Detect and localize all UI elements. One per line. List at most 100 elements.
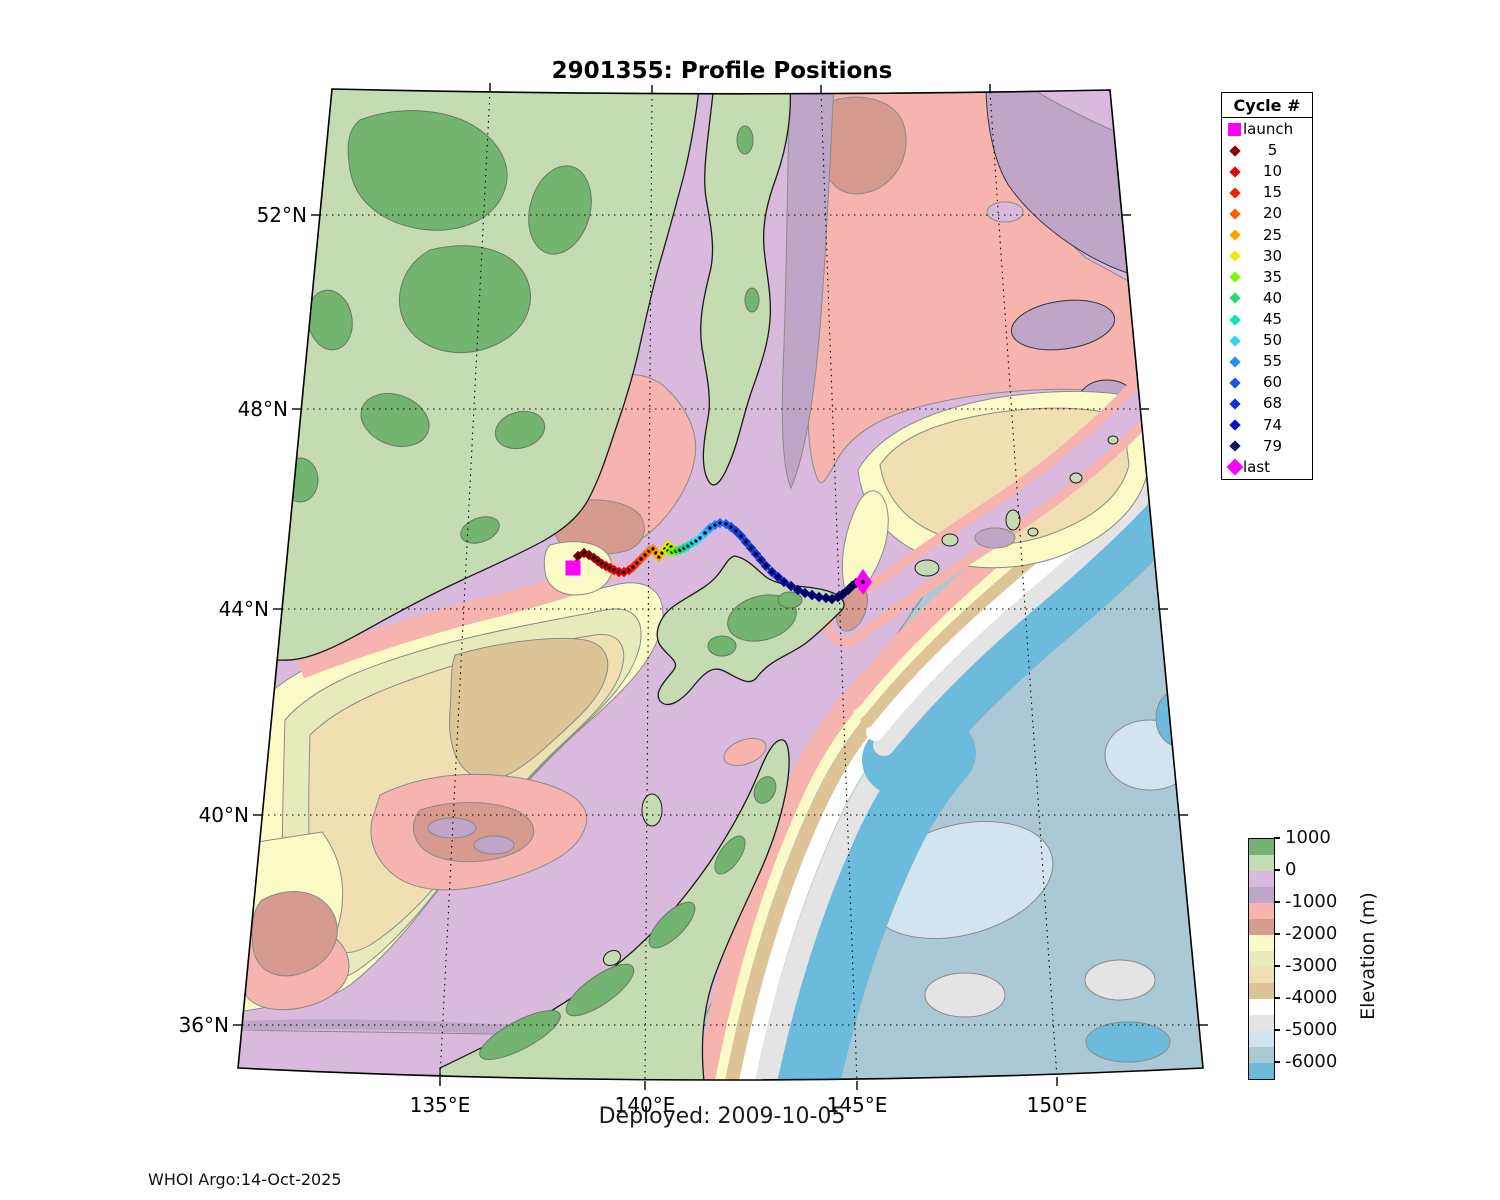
lat-label: 44°N xyxy=(219,597,269,621)
legend-item-label: 30 xyxy=(1262,246,1283,265)
legend-marker-icon xyxy=(1226,458,1243,476)
lat-label: 48°N xyxy=(238,397,288,421)
legend-item-15: 15 xyxy=(1226,183,1308,203)
profile-dot xyxy=(846,588,850,592)
yamato-rise xyxy=(370,773,588,891)
colorbar-band xyxy=(1249,1063,1274,1079)
map-frame xyxy=(237,88,1204,1081)
profile-dot xyxy=(754,552,758,556)
colorbar-band xyxy=(1249,855,1274,871)
profile-dot xyxy=(749,546,753,550)
colorbar-band xyxy=(1249,903,1274,919)
profile-dot xyxy=(724,522,728,526)
colorbar-tick xyxy=(1274,869,1280,871)
legend-header: Cycle # xyxy=(1222,93,1312,118)
legend-item-50: 50 xyxy=(1226,331,1308,351)
profile-dot xyxy=(850,584,854,588)
legend-item-label: last xyxy=(1243,457,1271,476)
legend-item-label: 25 xyxy=(1262,225,1283,244)
profile-dot xyxy=(718,521,722,525)
colorbar-tick-label: -1000 xyxy=(1285,891,1338,912)
colorbar-tick-label: 0 xyxy=(1285,859,1297,880)
legend-item-40: 40 xyxy=(1226,288,1308,308)
map-area xyxy=(238,89,1203,1080)
legend-item-last: last xyxy=(1226,457,1308,477)
legend-item-label: 20 xyxy=(1262,204,1283,223)
legend-item-55: 55 xyxy=(1226,352,1308,372)
legend-marker-icon xyxy=(1226,356,1243,368)
colorbar-band xyxy=(1249,839,1274,855)
elevation-colorbar xyxy=(1248,838,1275,1080)
legend-marker-icon xyxy=(1226,166,1243,178)
sakhalin-east-shelf xyxy=(781,89,835,490)
profile-dot xyxy=(643,553,647,557)
legend-item-60: 60 xyxy=(1226,373,1308,393)
lat-label: 36°N xyxy=(179,1013,229,1037)
land-sakhalin xyxy=(700,89,792,486)
land-honshu xyxy=(439,739,790,1080)
profile-dot xyxy=(861,580,865,584)
legend-marker-icon xyxy=(1226,208,1243,220)
legend-item-label: 79 xyxy=(1262,436,1283,455)
launch-marker xyxy=(565,560,581,576)
colorbar-band xyxy=(1249,1047,1274,1063)
profile-dot xyxy=(739,534,743,538)
legend-item-30: 30 xyxy=(1226,246,1308,266)
lon-label: 140°E xyxy=(615,1093,676,1117)
legend-item-label: 68 xyxy=(1262,394,1283,413)
land-russia xyxy=(238,89,701,669)
legend-marker-icon xyxy=(1226,144,1243,157)
legend-item-label: 50 xyxy=(1262,331,1283,350)
okhotsk-north-shelf xyxy=(985,89,1132,275)
colorbar-band xyxy=(1249,1031,1274,1047)
pacific-gray-patch xyxy=(1084,959,1156,1001)
lat-label: 52°N xyxy=(257,203,307,227)
legend-item-25: 25 xyxy=(1226,225,1308,245)
legend-item-label: 60 xyxy=(1262,373,1283,392)
profile-dot xyxy=(796,588,800,592)
legend-marker-icon xyxy=(1226,250,1243,262)
profile-dot xyxy=(817,595,821,599)
deep-hole-patch xyxy=(1155,689,1201,747)
float-track xyxy=(565,517,872,605)
profile-dot xyxy=(654,551,658,555)
colorbar-band xyxy=(1249,983,1274,999)
colorbar-axis-label: Elevation (m) xyxy=(1357,892,1379,1020)
legend-item-label: 10 xyxy=(1262,162,1283,181)
profile-dot xyxy=(770,570,774,574)
legend-marker-icon xyxy=(1226,419,1243,431)
profile-dot xyxy=(657,555,661,559)
lon-label: 145°E xyxy=(827,1093,888,1117)
colorbar-tick-label: -4000 xyxy=(1285,987,1338,1008)
legend-marker-icon xyxy=(1226,292,1243,305)
colorbar-tick xyxy=(1274,965,1280,967)
colorbar-tick xyxy=(1274,837,1280,839)
legend-marker-icon xyxy=(1226,377,1243,389)
legend-marker-icon xyxy=(1226,313,1243,326)
colorbar-band xyxy=(1249,999,1274,1015)
profile-dot xyxy=(836,595,840,599)
legend-item-20: 20 xyxy=(1226,204,1308,224)
profile-dot xyxy=(729,525,733,529)
deep-hole-patch xyxy=(1085,1021,1171,1063)
colorbar-tick-label: 1000 xyxy=(1285,827,1331,848)
profile-dot xyxy=(759,558,763,562)
profile-dot xyxy=(744,540,748,544)
colorbar-tick xyxy=(1274,1061,1280,1063)
deployed-date-label: Deployed: 2009-10-05 xyxy=(598,1104,846,1129)
legend-marker-icon xyxy=(1226,398,1243,410)
axis-labels: 52°N 48°N 44°N 40°N 36°N 135°E 140°E 145… xyxy=(179,203,1088,1117)
legend-item-label: 5 xyxy=(1267,141,1278,160)
legend-item-35: 35 xyxy=(1226,267,1308,287)
profile-dot xyxy=(587,553,591,557)
profile-dot xyxy=(582,551,586,555)
profile-dot xyxy=(708,526,712,530)
legend-marker-icon xyxy=(1226,440,1243,452)
profile-dot xyxy=(703,531,707,535)
pacific-gray-patch xyxy=(924,972,1006,1018)
colorbar-tick-label: -2000 xyxy=(1285,923,1338,944)
axis-ticks xyxy=(233,83,1208,1090)
profile-dot xyxy=(576,554,580,558)
credit-label: WHOI Argo:14-Oct-2025 xyxy=(148,1170,342,1189)
